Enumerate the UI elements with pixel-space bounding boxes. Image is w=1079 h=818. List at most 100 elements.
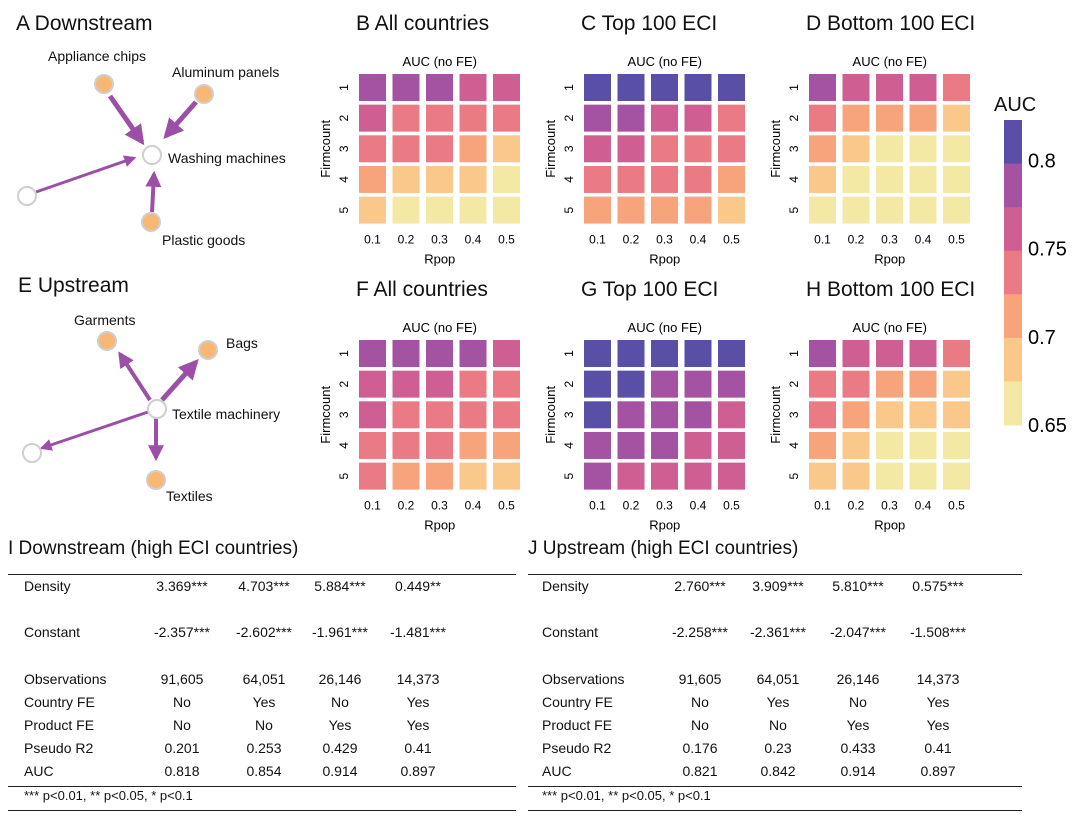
heatmap-cell xyxy=(426,165,453,193)
heatmap-cell xyxy=(809,370,836,398)
heatmap-cell xyxy=(718,370,745,398)
y-tick-label: 5 xyxy=(337,206,351,213)
colorbar-tick: 0.75 xyxy=(1028,239,1067,261)
y-tick-label: 3 xyxy=(562,411,576,418)
node-washing-machines xyxy=(142,145,162,165)
x-tick-label: 0.4 xyxy=(465,499,482,513)
heatmap-cell xyxy=(584,196,611,224)
heatmap-cell xyxy=(617,165,645,193)
heatmap-cell xyxy=(459,431,487,459)
x-tick-label: 0.4 xyxy=(465,233,482,247)
heatmap-title: B All countries xyxy=(356,12,490,35)
edge-chips xyxy=(107,94,145,146)
table-cell: -2.602*** xyxy=(235,624,293,640)
table-cell: Yes xyxy=(926,717,950,733)
heatmap-cell xyxy=(842,74,870,101)
x-tick-label: 0.4 xyxy=(690,499,707,513)
heatmap-cell xyxy=(809,431,836,459)
heatmap-cell xyxy=(359,431,386,459)
heatmap-cell xyxy=(809,165,836,193)
colorbar-tick: 0.7 xyxy=(1028,327,1056,349)
heatmap-cell xyxy=(617,401,645,429)
label-textile-machinery: Textile machinery xyxy=(172,406,281,422)
table-cell: No xyxy=(691,717,709,733)
node-garments xyxy=(97,331,117,351)
heatmap-cell xyxy=(392,462,420,490)
heatmap-cell xyxy=(684,340,712,367)
heatmap-cell xyxy=(876,340,903,367)
table-cell: 4.703*** xyxy=(238,578,290,594)
x-axis-label: Rpop xyxy=(424,252,455,267)
node-textiles xyxy=(146,470,166,490)
y-tick-label: 5 xyxy=(562,472,576,479)
heatmap-cell xyxy=(943,340,970,367)
heatmap-cell xyxy=(909,431,937,459)
table-cell: -2.047*** xyxy=(829,624,887,640)
label-textiles: Textiles xyxy=(166,488,213,504)
y-tick-label: 1 xyxy=(337,350,351,357)
label-appliance-chips: Appliance chips xyxy=(48,48,147,64)
heatmap-cell xyxy=(909,196,937,224)
table-cell: -1.508*** xyxy=(909,624,967,640)
heatmap-svg: AUC (no FE) 1 2 3 4 5 0.1 0.2 0.3 0.4 0.5 Rpop Firmc… xyxy=(543,320,745,533)
colorbar-segment xyxy=(1004,250,1022,295)
y-tick-label: 2 xyxy=(562,380,576,387)
x-tick-label: 0.2 xyxy=(398,233,415,247)
heatmap-cell xyxy=(392,104,420,132)
heatmap-svg: AUC (no FE) 1 2 3 4 5 0.1 0.2 0.3 0.4 0.5 Rpop Firmc… xyxy=(768,54,970,267)
heatmap-cell xyxy=(684,196,712,224)
table-cell: 0.41 xyxy=(404,740,432,756)
y-tick-label: 4 xyxy=(562,176,576,183)
heatmap-cell xyxy=(842,401,870,429)
table-cell: -1.481*** xyxy=(389,624,447,640)
y-tick-label: 5 xyxy=(787,206,801,213)
x-tick-label: 0.1 xyxy=(589,499,606,513)
x-tick-label: 0.1 xyxy=(364,233,381,247)
heatmap-cell xyxy=(617,104,645,132)
heatmap-cell xyxy=(359,340,386,367)
colorbar-segment xyxy=(1004,381,1022,426)
heatmap-cell xyxy=(426,401,453,429)
colorbar-segment xyxy=(1004,207,1022,252)
colorbar-tick: 0.65 xyxy=(1028,415,1067,437)
heatmap-cell xyxy=(943,104,970,132)
x-tick-label: 0.5 xyxy=(723,499,740,513)
heatmap-cell xyxy=(617,431,645,459)
heatmap-cell xyxy=(426,104,453,132)
x-axis-label: Rpop xyxy=(649,518,680,533)
heatmap-cell xyxy=(493,165,520,193)
heatmap-cell xyxy=(359,74,386,101)
heatmap-cell xyxy=(493,74,520,101)
x-tick-label: 0.1 xyxy=(589,233,606,247)
heatmap-cell xyxy=(943,196,970,224)
heatmap-cell xyxy=(651,165,678,193)
y-tick-label: 4 xyxy=(787,442,801,449)
heatmap-cell xyxy=(651,135,678,163)
heatmap-cell xyxy=(718,74,745,101)
y-tick-label: 4 xyxy=(337,442,351,449)
heatmap-panel-6: H Bottom 100 ECI AUC (no FE) 1 2 3 4 5 0.1 0.2 0.… xyxy=(768,266,993,534)
heatmap-cell xyxy=(651,340,678,367)
table-cell: 0.575*** xyxy=(912,578,964,594)
y-tick-label: 5 xyxy=(562,206,576,213)
heatmap-cell xyxy=(584,340,611,367)
heatmap-cell xyxy=(584,370,611,398)
x-tick-label: 0.2 xyxy=(848,233,865,247)
heatmap-cell xyxy=(651,431,678,459)
heatmap-cell xyxy=(493,401,520,429)
heatmap-cell xyxy=(584,104,611,132)
heatmap-svg: AUC (no FE) 1 2 3 4 5 0.1 0.2 0.3 0.4 0.5 Rpop Firmc… xyxy=(543,54,745,267)
y-tick-label: 3 xyxy=(787,145,801,152)
heatmap-cell xyxy=(493,462,520,490)
label-plastic-goods: Plastic goods xyxy=(162,232,246,248)
node-aluminum-panels xyxy=(194,84,214,104)
heatmap-cell xyxy=(809,135,836,163)
heatmap-cell xyxy=(459,74,487,101)
table-cell: 5.884*** xyxy=(314,578,366,594)
heatmap-cell xyxy=(359,104,386,132)
table-cell: 0.914 xyxy=(840,763,876,779)
heatmap-cell xyxy=(684,462,712,490)
heatmap-cell xyxy=(684,104,712,132)
table-row-label: Density xyxy=(542,578,589,594)
table-cell: 0.23 xyxy=(764,740,792,756)
